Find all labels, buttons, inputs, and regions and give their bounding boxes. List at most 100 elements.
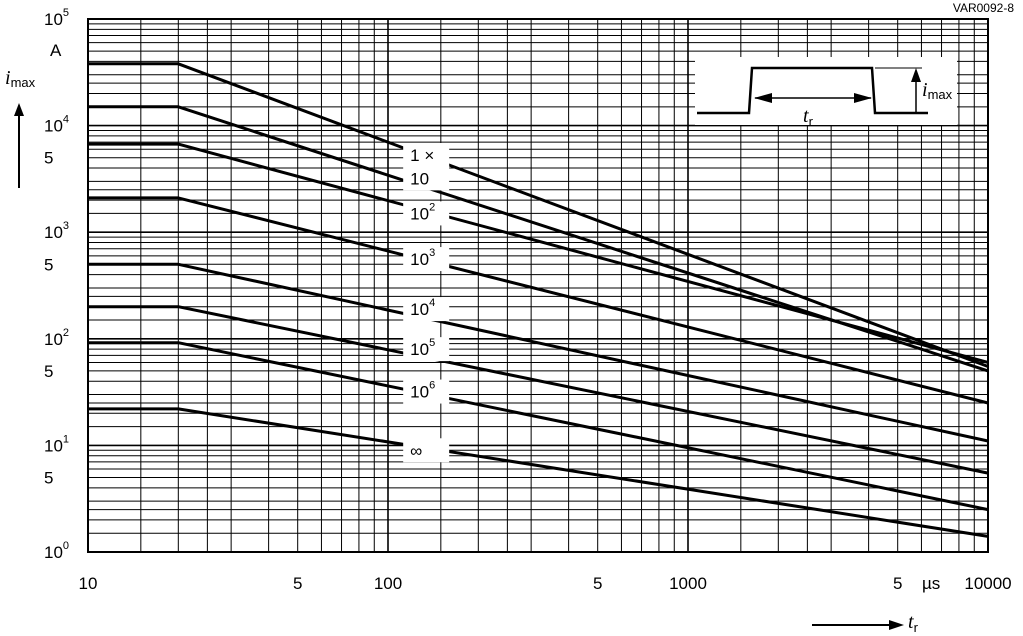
y-tick-exp: 1 xyxy=(63,433,69,445)
series-label-base: 10 xyxy=(410,169,429,188)
series-line-7 xyxy=(88,407,989,538)
series-label: ∞ xyxy=(410,441,422,460)
series-line-1 xyxy=(88,105,989,373)
y-tick-exp: 4 xyxy=(63,114,69,126)
x-tick-label: 5 xyxy=(293,574,302,593)
series-label-base: 10 xyxy=(410,204,429,223)
series-label-exp: 6 xyxy=(429,380,435,392)
svg-text:tr: tr xyxy=(908,611,919,635)
x-unit-label: µs xyxy=(922,574,940,593)
svg-text:imax: imax xyxy=(922,79,953,102)
series-label-base: 1 × xyxy=(410,146,434,165)
y-tick-exp: 3 xyxy=(63,220,69,232)
series-label-knockout xyxy=(403,337,450,362)
y-tick-label: 5 xyxy=(44,468,53,487)
series-line-4 xyxy=(88,262,989,443)
series-line-2 xyxy=(88,142,989,364)
series-label-knockout xyxy=(403,297,450,322)
series-label-knockout xyxy=(403,379,450,404)
x-axis-title-main: t xyxy=(908,611,914,633)
series-label-exp: 2 xyxy=(429,201,435,213)
series-label: 103 xyxy=(410,247,435,269)
y-tick-label: 100 xyxy=(44,540,69,562)
y-tick-exp: 5 xyxy=(63,7,69,19)
series-label-exp: 3 xyxy=(429,247,435,259)
x-tick-label: 5 xyxy=(893,574,902,593)
x-tick-label: 5 xyxy=(593,574,602,593)
series-line-0 xyxy=(88,62,989,368)
y-tick-base: 10 xyxy=(44,330,63,349)
series-label: 102 xyxy=(410,201,435,223)
inset-tr-main: t xyxy=(803,105,809,127)
y-axis-title-sub: max xyxy=(11,75,36,90)
series-label-base: 10 xyxy=(410,250,429,269)
series-label-base: 10 xyxy=(410,300,429,319)
series-line-3 xyxy=(88,196,989,405)
chart-grid xyxy=(87,19,988,553)
svg-text:imax: imax xyxy=(5,67,36,90)
y-tick-base: 5 xyxy=(44,149,53,168)
x-axis-title: tr xyxy=(812,611,919,635)
series-label-knockout xyxy=(403,142,450,167)
y-tick-base: 5 xyxy=(44,362,53,381)
pulse-inset: imax tr xyxy=(695,57,957,129)
x-tick-labels: 10 5 100 5 1000 5 10000 xyxy=(79,574,1012,593)
series-label-base: ∞ xyxy=(410,441,422,460)
y-tick-base: 10 xyxy=(44,436,63,455)
plot-frame xyxy=(87,18,989,553)
y-tick-label: 102 xyxy=(44,327,69,349)
y-tick-label: 104 xyxy=(44,114,69,136)
tr-arrowhead-right xyxy=(854,93,872,103)
x-axis-title-sub: r xyxy=(914,620,919,635)
series-label-exp: 4 xyxy=(429,297,435,309)
x-axis-arrowhead xyxy=(889,620,904,630)
y-tick-base: 10 xyxy=(44,10,63,29)
y-tick-base: 5 xyxy=(44,255,53,274)
series-label: 106 xyxy=(410,380,435,402)
y-tick-label: 105 xyxy=(44,7,69,29)
y-axis-title-main: i xyxy=(5,67,11,89)
series-label: 10 xyxy=(410,169,429,188)
y-tick-base: 10 xyxy=(44,543,63,562)
y-tick-exp: 2 xyxy=(63,327,69,339)
y-tick-base: 5 xyxy=(44,468,53,487)
figure-code: VAR0092-8 xyxy=(953,1,1014,15)
series-label-base: 10 xyxy=(410,383,429,402)
chart-series xyxy=(88,62,989,538)
y-tick-exp: 0 xyxy=(63,540,69,552)
series-label: 105 xyxy=(410,337,435,359)
x-tick-label: 100 xyxy=(374,574,402,593)
x-tick-label: 10000 xyxy=(964,574,1011,593)
inset-imax-sub: max xyxy=(928,87,953,102)
y-tick-base: 10 xyxy=(44,223,63,242)
x-tick-label: 10 xyxy=(79,574,98,593)
series-line-6 xyxy=(88,341,989,512)
y-tick-label: 5 xyxy=(44,149,53,168)
y-tick-label: 103 xyxy=(44,220,69,242)
series-label-exp: 5 xyxy=(429,337,435,349)
series-label-base: 10 xyxy=(410,340,429,359)
series-label-knockout xyxy=(403,247,450,272)
inset-tr-sub: r xyxy=(809,114,814,129)
imax-arrowhead xyxy=(911,68,921,82)
inset-imax-main: i xyxy=(922,79,928,101)
series-label-knockout xyxy=(403,166,450,191)
y-axis-title: imax xyxy=(5,67,36,188)
y-axis-arrowhead xyxy=(14,103,24,116)
x-tick-label: 1000 xyxy=(669,574,707,593)
y-tick-label: 5 xyxy=(44,255,53,274)
series-label-knockout xyxy=(403,438,450,463)
series-label: 104 xyxy=(410,297,435,319)
tr-arrowhead-left xyxy=(754,93,772,103)
series-line-5 xyxy=(88,305,989,475)
svg-text:tr: tr xyxy=(803,105,814,129)
y-tick-label: 101 xyxy=(44,433,69,455)
series-label: 1 × xyxy=(410,146,434,165)
pulse-shape xyxy=(697,66,928,115)
y-unit-label: A xyxy=(50,41,62,60)
series-label-knockout xyxy=(403,201,450,226)
y-tick-base: 10 xyxy=(44,117,63,136)
